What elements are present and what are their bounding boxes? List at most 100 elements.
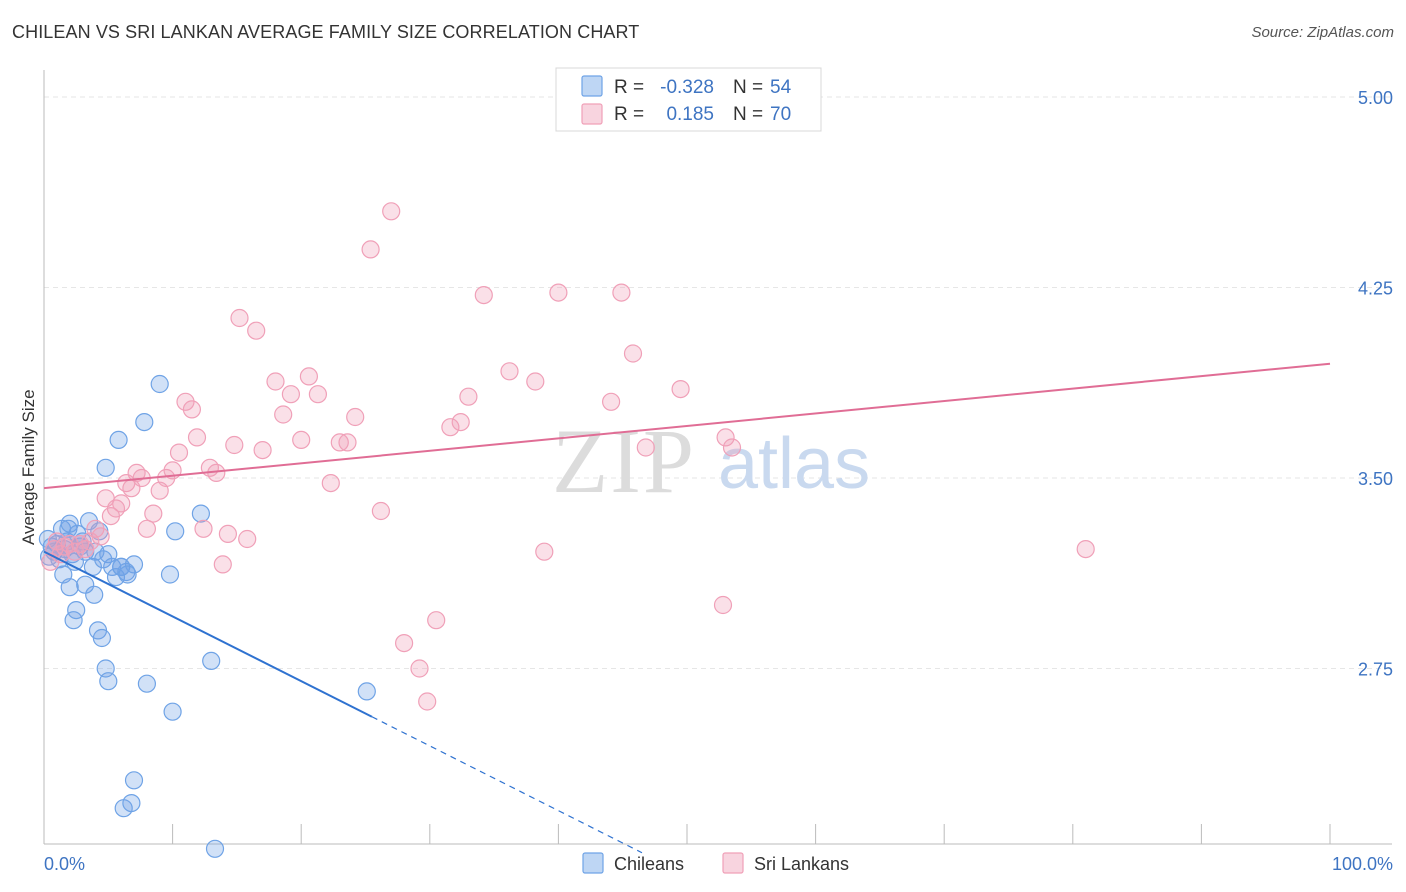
- srilankan-point-39: [266, 372, 285, 391]
- srilankan-point-20: [137, 519, 156, 538]
- chilean-point-53: [357, 682, 376, 701]
- srilankan-point-43: [299, 367, 318, 386]
- y-axis-title: Average Family Size: [19, 389, 38, 545]
- x-tick-label-min: 0.0%: [44, 854, 85, 874]
- srilankan-point-42: [292, 430, 311, 449]
- srilankan-point-62: [535, 542, 554, 561]
- srilankan-point-60: [500, 362, 519, 381]
- srilankan-point-27: [182, 400, 201, 419]
- watermark: ZIP atlas: [552, 410, 870, 512]
- chart-title: CHILEAN VS SRI LANKAN AVERAGE FAMILY SIZ…: [12, 22, 640, 42]
- srilankan-point-4: [55, 537, 74, 556]
- chilean-point-44: [163, 702, 182, 721]
- srilankan-point-72: [1076, 539, 1095, 559]
- watermark-atlas: atlas: [718, 424, 870, 504]
- chilean-point-47: [96, 458, 115, 477]
- legend-box: R = -0.328 N = 54 R = 0.185 N = 70: [555, 67, 822, 132]
- bottom-legend: Chileans Sri Lankans: [582, 852, 849, 874]
- legend-swatch-srilankans: [581, 103, 603, 125]
- bottom-legend-swatch-srilankans: [722, 852, 744, 874]
- y-tick-labels: 5.00 4.25 3.50 2.75: [1358, 88, 1393, 680]
- chilean-point-54: [205, 839, 225, 858]
- legend-n-value-1: 54: [770, 77, 792, 98]
- legend-r-value-1: -0.328: [660, 77, 714, 98]
- srilankan-point-49: [361, 240, 380, 259]
- srilankan-point-48: [346, 407, 365, 427]
- srilankan-point-35: [230, 308, 249, 328]
- srilankan-point-14: [106, 499, 126, 518]
- axes: [43, 70, 1392, 845]
- chilean-point-40: [135, 413, 154, 432]
- srilankan-point-26: [176, 392, 195, 411]
- srilankan-point-59: [474, 286, 493, 305]
- legend-r-value-2: 0.185: [666, 104, 714, 125]
- bottom-legend-swatch-chileans: [582, 852, 604, 874]
- srilankan-point-54: [418, 692, 437, 711]
- srilankan-point-61: [526, 372, 545, 391]
- srilankan-point-55: [427, 611, 446, 630]
- trend-line-srilankans: [43, 362, 1331, 490]
- x-tick-labels: 0.0% 100.0%: [44, 854, 1393, 874]
- chilean-point-32: [76, 575, 95, 594]
- srilankan-point-18: [127, 463, 146, 482]
- gridlines: [44, 96, 1392, 669]
- srilankan-point-34: [225, 435, 244, 455]
- chilean-point-39: [118, 565, 137, 584]
- srilankan-point-32: [213, 555, 232, 574]
- srilankan-point-70: [722, 438, 742, 457]
- srilankan-point-51: [382, 202, 401, 221]
- srilankan-point-58: [459, 387, 478, 406]
- srilankan-point-68: [671, 380, 690, 399]
- watermark-zip: ZIP: [552, 410, 696, 512]
- srilankan-point-50: [371, 501, 390, 521]
- srilankan-point-66: [623, 344, 643, 363]
- srilankan-point-37: [247, 321, 266, 340]
- srilankan-point-38: [253, 441, 272, 460]
- chilean-point-52: [122, 793, 141, 813]
- srilankan-point-44: [308, 385, 327, 404]
- chilean-point-50: [124, 771, 144, 790]
- srilankan-point-64: [601, 392, 621, 411]
- chilean-point-46: [191, 504, 210, 523]
- chilean-point-31: [67, 600, 86, 620]
- chilean-point-37: [99, 672, 118, 691]
- srilankan-point-56: [441, 418, 460, 437]
- srilankan-point-40: [274, 405, 293, 424]
- legend-n-label-2: N =: [733, 104, 763, 125]
- y-tick-label-0: 5.00: [1358, 88, 1393, 108]
- srilankan-point-21: [144, 504, 163, 523]
- chilean-point-13: [59, 519, 78, 538]
- legend-n-label-1: N =: [733, 77, 763, 98]
- trend-lines: [43, 362, 1331, 854]
- bottom-legend-label-srilankans: Sri Lankans: [754, 854, 849, 874]
- srilankan-point-45: [321, 474, 340, 493]
- chilean-point-41: [137, 674, 156, 693]
- srilankan-point-46: [330, 433, 349, 452]
- chilean-point-48: [109, 430, 128, 449]
- srilankan-point-71: [713, 595, 733, 615]
- chilean-point-29: [60, 578, 79, 597]
- srilankan-point-47: [338, 433, 357, 452]
- x-tick-label-max: 100.0%: [1332, 854, 1393, 874]
- chilean-point-42: [150, 374, 169, 394]
- legend-n-value-2: 70: [770, 104, 791, 125]
- source-credit: Source: ZipAtlas.com: [1251, 24, 1394, 41]
- srilankan-point-25: [169, 443, 189, 462]
- y-tick-label-1: 4.25: [1358, 279, 1393, 299]
- chilean-point-49: [202, 651, 221, 671]
- legend-r-label-1: R =: [614, 77, 644, 98]
- srilankan-point-41: [281, 385, 300, 404]
- srilankan-point-15: [112, 494, 131, 513]
- legend-frame: [555, 67, 822, 132]
- bottom-legend-label-chileans: Chileans: [614, 854, 684, 874]
- srilankan-point-57: [451, 413, 470, 432]
- series-chileans-points: [38, 374, 376, 858]
- srilankan-point-29: [194, 519, 213, 538]
- srilankan-point-52: [395, 633, 414, 653]
- srilankan-point-53: [410, 659, 429, 678]
- srilankan-point-65: [612, 283, 631, 302]
- trend-line-chileans: [43, 550, 373, 718]
- srilankan-point-33: [218, 524, 237, 544]
- chilean-point-38: [112, 557, 131, 577]
